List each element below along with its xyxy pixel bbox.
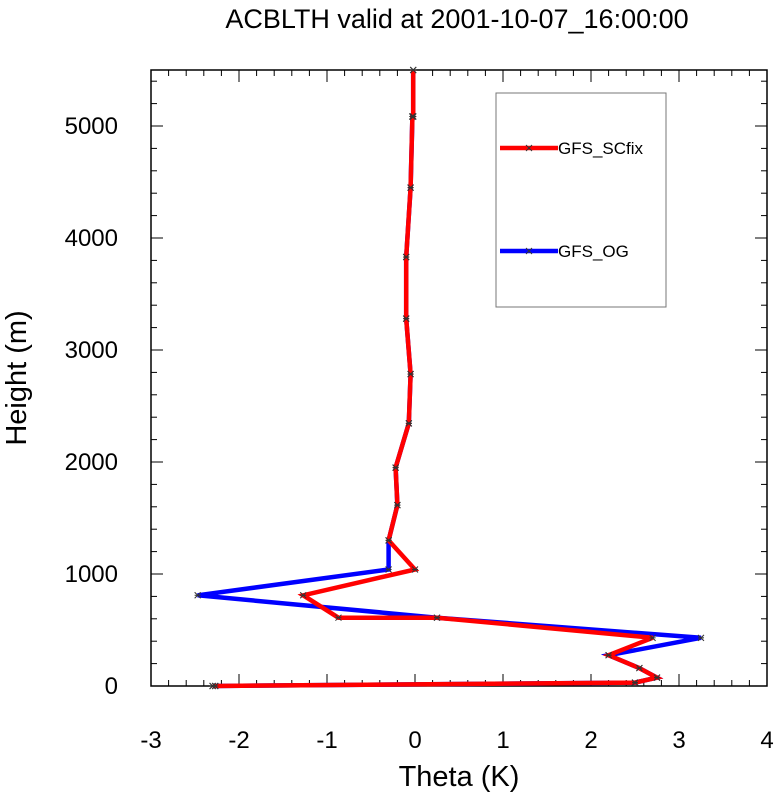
data-point-GFS_OG <box>385 566 392 573</box>
series-line-GFS_SCfix <box>212 70 664 689</box>
legend: GFS_SCfix GFS_OG <box>495 92 667 308</box>
legend-box <box>495 92 667 308</box>
legend-label: GFS_OG <box>558 242 629 261</box>
y-tick-labels: 0 1000 2000 3000 4000 5000 <box>65 113 118 700</box>
data-point-GFS_SCfix <box>433 614 441 622</box>
series-lines <box>194 66 705 690</box>
chart-title: ACBLTH valid at 2001-10-07_16:00:00 <box>225 4 688 34</box>
data-point-GFS_SCfix <box>653 674 661 681</box>
y-tick-label: 2000 <box>65 449 118 476</box>
y-tick-label: 3000 <box>65 337 118 364</box>
data-point-GFS_SCfix <box>409 113 417 120</box>
data-point-GFS_SCfix <box>211 682 219 690</box>
data-point-GFS_SCfix <box>385 537 392 544</box>
data-point-GFS_SCfix <box>631 679 639 686</box>
x-tick-label: 1 <box>496 727 509 754</box>
data-point-GFS_SCfix <box>335 614 342 622</box>
x-axis-label: Theta (K) <box>399 761 520 793</box>
data-point-GFS_SCfix <box>394 501 401 509</box>
data-point-GFS_SCfix <box>392 464 399 471</box>
data-point-GFS_SCfix <box>407 184 414 191</box>
legend-item-GFS_OG: GFS_OG <box>500 242 629 261</box>
y-tick-label: 0 <box>105 673 118 700</box>
y-tick-label: 5000 <box>65 113 118 140</box>
data-point-GFS_SCfix <box>605 651 612 659</box>
x-tick-label: -1 <box>316 727 337 754</box>
data-point-GFS_SCfix <box>636 664 643 672</box>
y-tick-label: 4000 <box>65 225 118 252</box>
x-tick-label: -2 <box>228 727 249 754</box>
legend-label: GFS_SCfix <box>558 139 644 158</box>
data-point-GFS_OG <box>194 591 201 599</box>
data-point-GFS_SCfix <box>409 66 417 74</box>
x-tick-labels: -3 -2 -1 0 1 2 3 4 <box>140 727 773 754</box>
data-point-GFS_OG <box>697 634 705 642</box>
data-point-GFS_SCfix <box>407 370 414 378</box>
data-point-GFS_SCfix <box>411 566 419 573</box>
data-point-GFS_SCfix <box>649 634 656 642</box>
axis-ticks <box>150 70 768 687</box>
data-point-GFS_SCfix <box>299 591 307 599</box>
y-axis-label: Height (m) <box>1 310 33 445</box>
legend-item-GFS_SCfix: GFS_SCfix <box>500 139 644 158</box>
x-tick-label: 2 <box>584 727 597 754</box>
x-tick-label: 0 <box>408 727 421 754</box>
data-point-GFS_SCfix <box>405 420 413 427</box>
data-point-GFS_SCfix <box>402 315 410 322</box>
x-tick-label: -3 <box>140 727 161 754</box>
x-tick-label: 3 <box>672 727 685 754</box>
plot-frame <box>150 69 768 687</box>
data-point-GFS_SCfix <box>402 253 410 261</box>
x-tick-label: 4 <box>760 727 773 754</box>
y-tick-label: 1000 <box>65 561 118 588</box>
